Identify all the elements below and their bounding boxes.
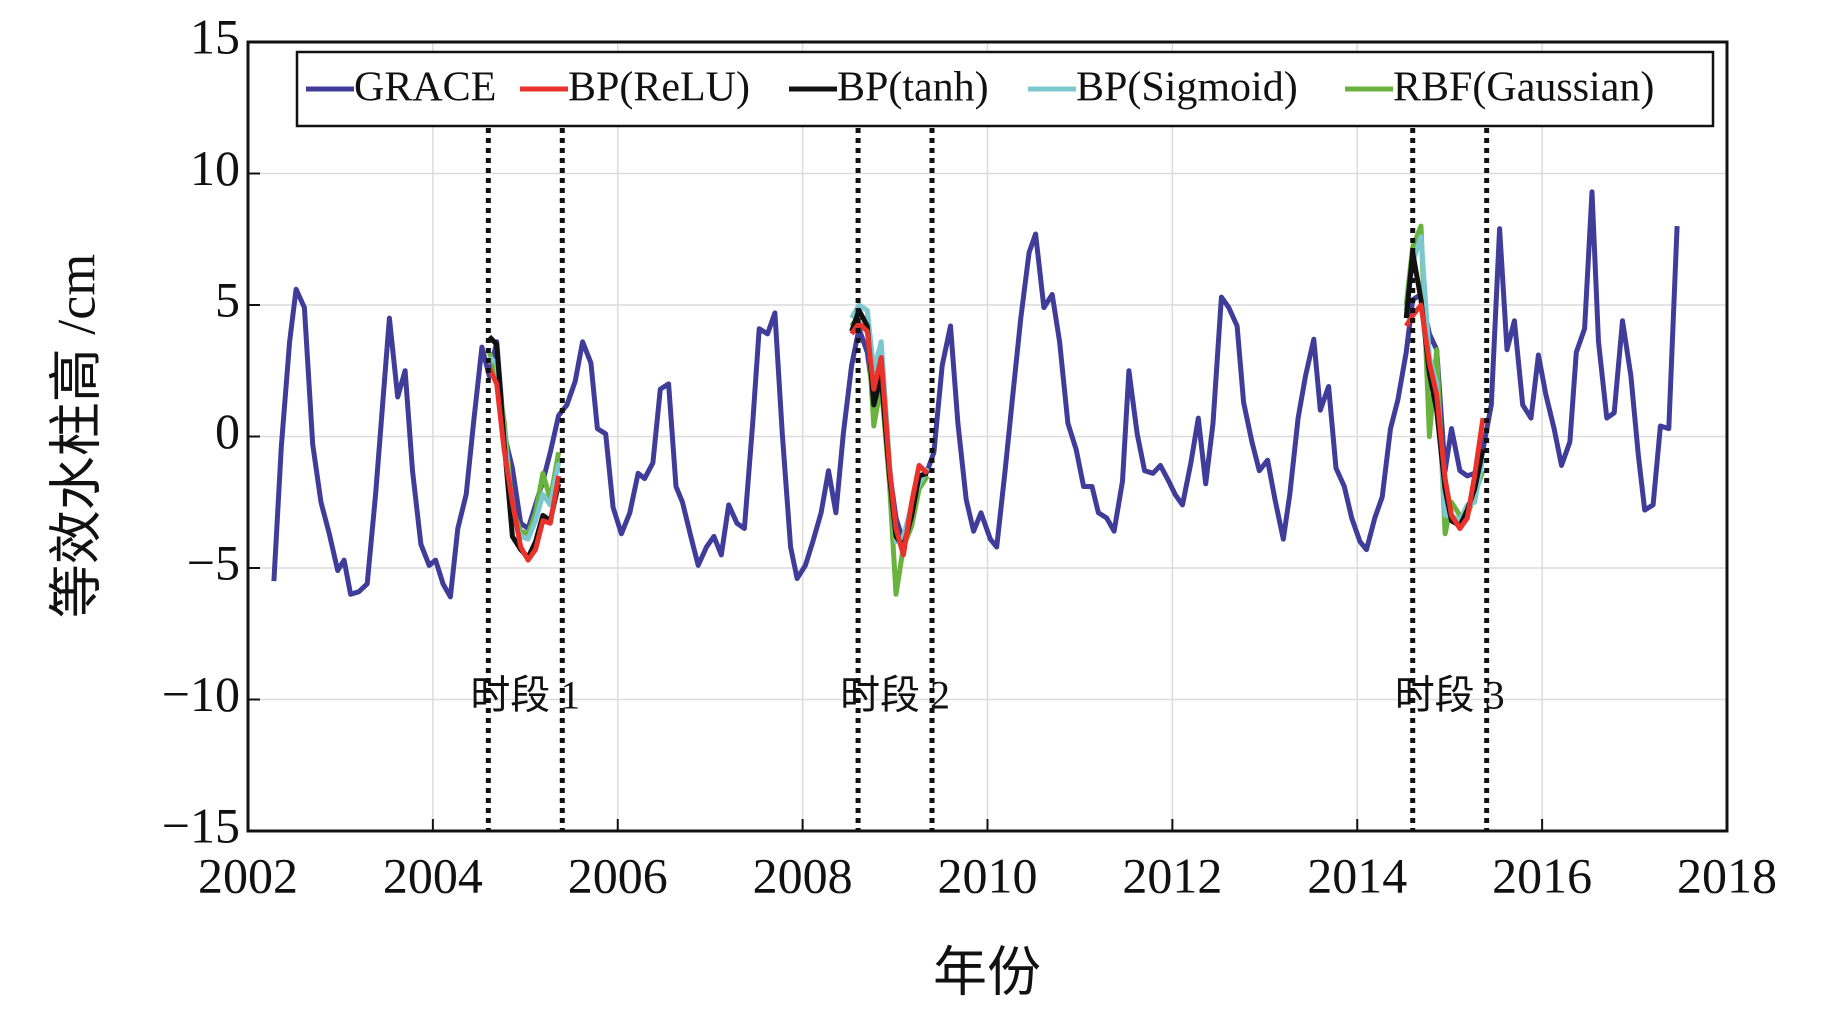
y-tick-label: −10	[162, 666, 240, 722]
grid: −15 −10 −5 0 5 10 15 2002 2004 2006 2008 2010 2012 20…	[162, 8, 1777, 903]
legend-label: BP(tanh)	[837, 65, 989, 111]
y-axis-label: 等效水柱高 /cm	[46, 254, 106, 618]
period-label: 时段 2	[840, 673, 950, 718]
period-label: 时段 3	[1395, 673, 1505, 718]
period-label: 时段 1	[470, 673, 580, 718]
series-line	[487, 234, 1486, 545]
y-tick-label: 15	[190, 8, 240, 64]
series-line	[271, 189, 1680, 600]
x-axis-label: 年份	[933, 942, 1041, 1002]
series-line	[487, 302, 1486, 563]
legend: GRACE BP(ReLU) BP(tanh) BP(Sigmoid) RBF(Gaus…	[295, 50, 1715, 128]
y-tick-label: −15	[162, 797, 240, 853]
y-tick-label: 5	[215, 271, 240, 327]
legend-label: BP(Sigmoid)	[1076, 65, 1298, 111]
x-tick-label: 2006	[568, 847, 668, 903]
y-tick-label: −5	[187, 534, 240, 590]
plot-lines	[271, 189, 1680, 600]
legend-label: GRACE	[354, 65, 496, 111]
series-line	[486, 223, 1486, 597]
x-tick-label: 2004	[383, 847, 483, 903]
legend-label: RBF(Gaussian)	[1393, 65, 1654, 111]
overlay: 时段 1 时段 2 时段 3 GRACE BP(ReLU) BP(tanh) BP(Sigm…	[295, 50, 1715, 831]
x-tick-label: 2016	[1492, 847, 1592, 903]
x-tick-label: 2010	[938, 847, 1038, 903]
x-tick-label: 2018	[1677, 847, 1777, 903]
x-tick-label: 2014	[1307, 847, 1407, 903]
x-tick-label: 2008	[753, 847, 853, 903]
series-line	[487, 249, 1486, 560]
y-tick-label: 10	[190, 140, 240, 196]
x-tick-label: 2012	[1122, 847, 1222, 903]
plot-frame	[246, 40, 1729, 833]
legend-label: BP(ReLU)	[568, 65, 750, 111]
x-tick-label: 2002	[198, 847, 298, 903]
y-tick-label: 0	[215, 403, 240, 459]
